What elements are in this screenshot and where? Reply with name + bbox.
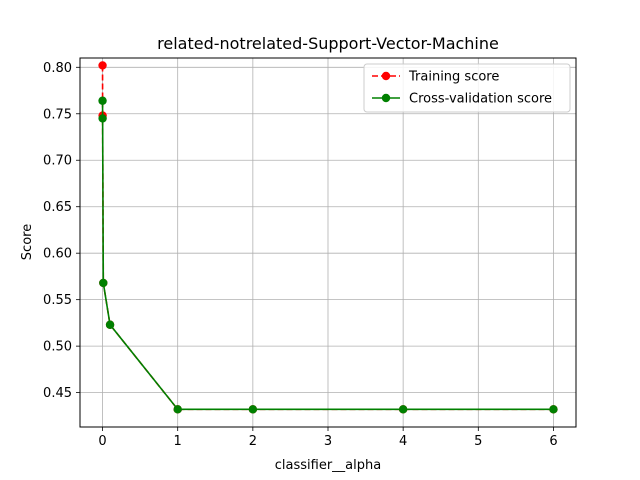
x-axis-label: classifier__alpha	[275, 458, 381, 473]
chart-title: related-notrelated-Support-Vector-Machin…	[157, 34, 499, 53]
legend-marker-0	[381, 71, 391, 81]
series-layer	[98, 61, 558, 414]
series-1-point	[98, 96, 107, 105]
y-tick-label: 0.75	[43, 107, 72, 122]
y-axis-label: Score	[20, 224, 35, 260]
y-tick-label: 0.50	[43, 340, 72, 355]
y-tick-label: 0.65	[43, 200, 72, 215]
x-tick-label: 0	[98, 434, 106, 449]
y-tick-label: 0.70	[43, 154, 72, 169]
y-tick-label: 0.60	[43, 247, 72, 262]
legend-label-0: Training score	[408, 70, 499, 85]
y-tick-label: 0.45	[43, 386, 72, 401]
series-1-point	[99, 278, 108, 288]
legend-marker-1	[381, 93, 391, 103]
x-tick-label: 2	[249, 434, 257, 449]
grid	[80, 58, 576, 427]
series-line-1	[101, 100, 554, 411]
x-tick-label: 3	[324, 434, 332, 449]
x-axis: 0 1 2 3 4 5 6	[98, 427, 558, 449]
y-tick-label: 0.80	[43, 61, 72, 76]
series-1-point	[98, 114, 107, 123]
legend: Training score Cross-validation score	[363, 63, 571, 113]
x-tick-label: 1	[174, 434, 182, 449]
y-tick-label: 0.55	[43, 293, 72, 308]
series-0-point	[98, 61, 107, 70]
x-tick-label: 6	[549, 434, 557, 449]
series-1-point	[248, 405, 258, 414]
series-1-point	[173, 405, 182, 414]
x-tick-label: 4	[399, 434, 407, 449]
series-1-point	[105, 320, 115, 329]
legend-box	[363, 63, 571, 113]
series-1-point	[549, 405, 558, 414]
legend-label-1: Cross-validation score	[409, 92, 552, 107]
series-1-point	[398, 405, 408, 414]
x-tick-label: 5	[474, 434, 482, 449]
y-axis: 0.45 0.50 0.55 0.60 0.65 0.70 0.75 0.80	[43, 61, 80, 401]
